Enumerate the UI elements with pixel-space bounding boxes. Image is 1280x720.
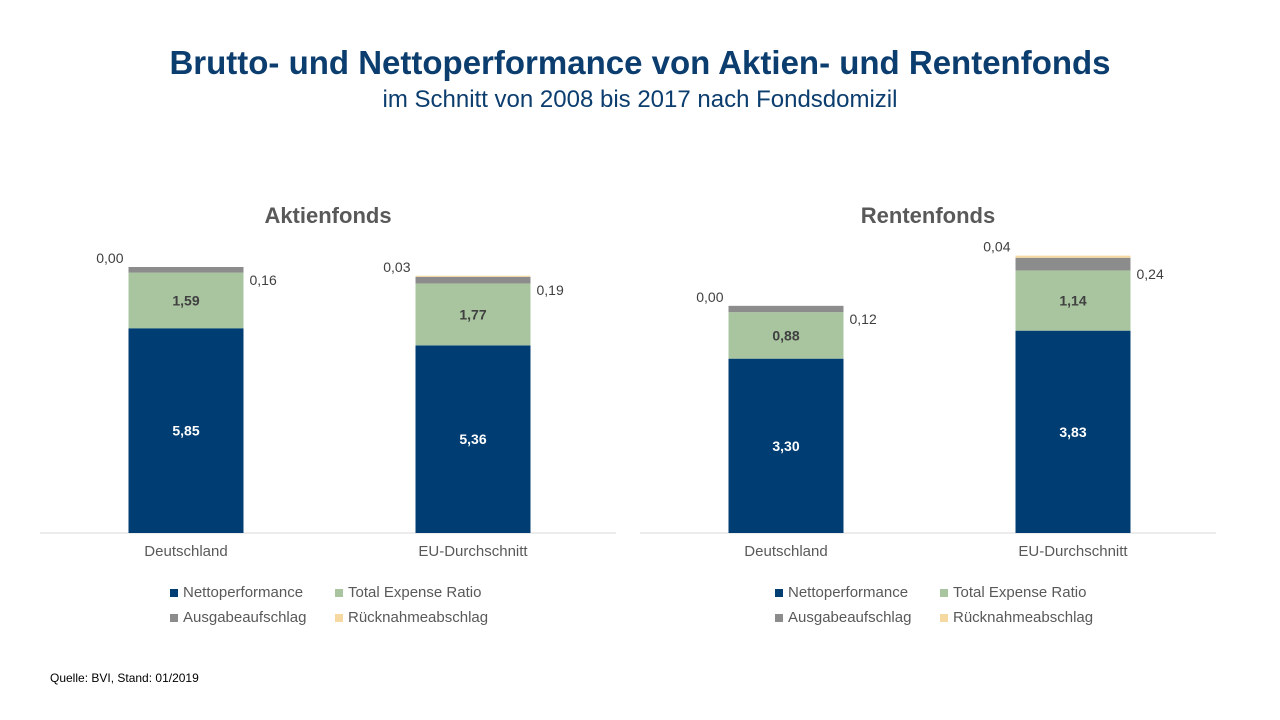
data-label-ruecknahmeabschlag-deutschland: 0,00	[696, 289, 723, 305]
bar-nettoperformance-deutschland	[128, 328, 244, 533]
data-label-ausgabeaufschlag-deutschland: 0,16	[250, 272, 277, 288]
legend-label: Ausgabeaufschlag	[788, 609, 912, 626]
bar-total-expense-ratio-deutschland	[128, 272, 244, 329]
legend-swatch	[335, 614, 343, 622]
bar-ausgabeaufschlag-deutschland	[728, 305, 844, 313]
legend-swatch	[775, 589, 783, 597]
bar-total-expense-ratio-eu-durchschnitt	[415, 283, 531, 346]
data-label-ausgabeaufschlag-eu-durchschnitt: 0,19	[537, 282, 564, 298]
legend-label: Nettoperformance	[788, 584, 909, 601]
legend-label: Rücknahmeabschlag	[953, 609, 1094, 626]
chart-aktienfonds: 5,85 1,59 0,16 0,00 Deutschland 5,36 1,77 0,19 0…	[40, 250, 616, 560]
chart-title-rentenfonds: Rentenfonds	[860, 203, 996, 228]
bar-ruecknahmeabschlag-eu-durchschnitt	[1015, 255, 1131, 258]
legend-swatch	[940, 589, 948, 597]
category-label-deutschland: Deutschland	[144, 543, 227, 560]
legend-aktienfonds: Nettoperformance Total Expense Ratio Aus…	[170, 584, 590, 634]
bar-ausgabeaufschlag-deutschland	[128, 267, 244, 273]
legend-swatch	[170, 614, 178, 622]
data-label-ruecknahmeabschlag-deutschland: 0,00	[96, 250, 123, 266]
legend-swatch	[170, 589, 178, 597]
bar-total-expense-ratio-eu-durchschnitt	[1015, 270, 1131, 331]
data-label-total-expense-ratio-eu-durchschnitt: 1,77	[459, 306, 486, 322]
data-label-nettoperformance-eu-durchschnitt: 3,83	[1059, 424, 1086, 440]
legend-label: Ausgabeaufschlag	[183, 609, 307, 626]
legend-swatch	[940, 614, 948, 622]
legend-label: Total Expense Ratio	[348, 584, 482, 601]
page-subtitle: im Schnitt von 2008 bis 2017 nach Fondsd…	[382, 86, 898, 113]
data-label-total-expense-ratio-eu-durchschnitt: 1,14	[1059, 293, 1086, 309]
data-label-nettoperformance-deutschland: 5,85	[172, 423, 199, 439]
bar-nettoperformance-eu-durchschnitt	[1015, 330, 1131, 533]
legend-rentenfonds: Nettoperformance Total Expense Ratio Aus…	[775, 584, 1195, 634]
legend-label: Rücknahmeabschlag	[348, 609, 489, 626]
data-label-nettoperformance-eu-durchschnitt: 5,36	[459, 431, 486, 447]
data-label-total-expense-ratio-deutschland: 0,88	[772, 327, 799, 343]
bar-nettoperformance-eu-durchschnitt	[415, 345, 531, 533]
bar-nettoperformance-deutschland	[728, 358, 844, 533]
chart-title-aktienfonds: Aktienfonds	[264, 203, 392, 228]
bar-total-expense-ratio-deutschland	[728, 312, 844, 359]
data-label-total-expense-ratio-deutschland: 1,59	[172, 292, 199, 308]
data-label-ausgabeaufschlag-deutschland: 0,12	[850, 311, 877, 327]
data-label-ruecknahmeabschlag-eu-durchschnitt: 0,03	[383, 259, 410, 275]
data-label-nettoperformance-deutschland: 3,30	[772, 438, 799, 454]
bar-ausgabeaufschlag-eu-durchschnitt	[1015, 257, 1131, 271]
page-title: Brutto- und Nettoperformance von Aktien-…	[169, 44, 1111, 81]
category-label-eu-durchschnitt: EU-Durchschnitt	[418, 543, 528, 560]
source-note: Quelle: BVI, Stand: 01/2019	[50, 671, 199, 685]
data-label-ruecknahmeabschlag-eu-durchschnitt: 0,04	[983, 239, 1010, 255]
legend-swatch	[335, 589, 343, 597]
legend-label: Total Expense Ratio	[953, 584, 1087, 601]
legend-label: Nettoperformance	[183, 584, 304, 601]
bar-ausgabeaufschlag-eu-durchschnitt	[415, 276, 531, 284]
legend-swatch	[775, 614, 783, 622]
category-label-deutschland: Deutschland	[744, 543, 827, 560]
chart-rentenfonds: 3,30 0,88 0,12 0,00 Deutschland 3,83 1,14 0,24 0…	[640, 239, 1216, 560]
bar-ruecknahmeabschlag-eu-durchschnitt	[415, 275, 531, 277]
category-label-eu-durchschnitt: EU-Durchschnitt	[1018, 543, 1128, 560]
data-label-ausgabeaufschlag-eu-durchschnitt: 0,24	[1137, 266, 1164, 282]
